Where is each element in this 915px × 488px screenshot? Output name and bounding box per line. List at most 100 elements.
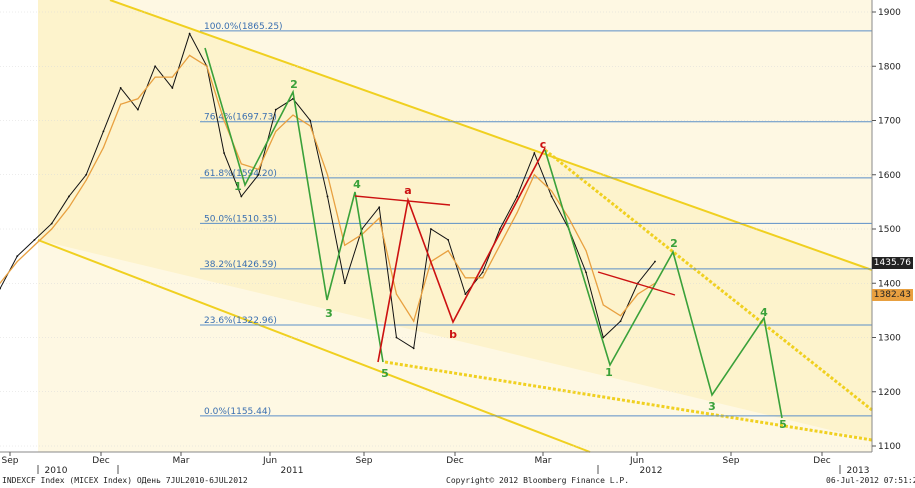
series-0-point-35 [602,336,605,339]
fib-label-4: 38.2%(1426.59) [204,260,277,270]
series-0-point-34 [585,271,587,274]
series-0-point-32 [550,195,553,198]
x-tick-label-3: Jun [262,456,277,466]
wave-label-green-2: 3 [325,307,333,320]
channel-upper-line [109,0,873,271]
series-1-point-26 [447,250,449,252]
wave-label-red-2: c [540,138,547,151]
series-0-point-7 [119,87,122,89]
y-tick-label-6: 1700 [878,117,901,127]
series-1-point-6 [102,147,105,149]
series-1-point-34 [585,250,587,252]
series-0-point-13 [223,152,225,154]
red-trendline-a [354,195,451,206]
series-0-point-18 [309,119,312,122]
series-0-point-16 [274,108,277,111]
series-1-point-15 [257,168,260,170]
fib-label-2: 61.8%(1594.20) [204,169,277,179]
series-0-point-0 [0,287,1,290]
y-tick-label-7: 1800 [878,62,901,72]
series-1-point-30 [516,212,518,214]
series-1-point-10 [171,76,173,78]
wave-label-red-1: b [449,328,457,341]
series-1-point-37 [637,293,639,295]
fib-label-1: 76.4%(1697.73) [204,113,277,123]
x-tick-label-6: Mar [535,456,552,466]
series-0-point-23 [395,336,398,339]
series-1-point-17 [292,114,294,116]
series-0-point-5 [85,173,88,176]
x-tick-label-7: Jun [629,456,644,466]
footer-right: 06-Jul-2012 07:51:21 [826,476,915,485]
axes-layer: 1100 1200 1300 1400 1500 1600 1700 1800 1900 Sep D… [0,0,901,476]
series-1-point-8 [137,98,139,100]
series-0-point-30 [516,195,519,198]
channel-band [38,0,872,440]
series-1-point-27 [464,277,466,279]
series-0-point-4 [68,195,70,198]
y-tick-label-3: 1400 [878,279,901,289]
series-0-point-8 [136,108,139,111]
series-0-point-15 [257,173,260,176]
channel-lower-dotted-line [384,360,873,442]
series-0-point-31 [533,152,536,154]
x-tick-label-4: Sep [356,456,373,466]
last-price-tag: 1435.76 [871,257,913,269]
series-0-point-2 [33,238,36,241]
green-wave-path-2 [544,149,783,419]
series-0-point-3 [50,222,53,225]
series-1-point-23 [395,293,398,295]
series-0-point-14 [240,195,243,198]
series-0-point-10 [171,87,174,89]
y-tick-label-0: 1100 [878,442,901,452]
year-label-1: 2011 [281,466,304,476]
fib-label-6: 0.0%(1155.44) [204,407,271,417]
series-0-point-6 [102,130,105,133]
series-1-point-11 [189,54,191,57]
series-1-point-24 [413,320,415,322]
series-0-point-9 [154,65,157,68]
wave-label-green-7: 3 [708,400,716,413]
series-0-point-38 [654,260,656,263]
series-1-point-28 [482,277,484,279]
footer-left: INDEXCF Index (MICEX Index) ОДень 7JUL20… [2,476,248,485]
series-1-point-16 [275,130,277,132]
x-tick-label-8: Sep [723,456,740,466]
y-tick-label-4: 1500 [878,225,901,235]
y-tick-label-2: 1300 [878,334,901,344]
x-tick-label-1: Dec [92,456,109,466]
footer-center: Copyright© 2012 Bloomberg Finance L.P. [446,476,630,485]
series-1-point-4 [68,206,70,208]
y-tick-label-8: 1900 [878,8,901,18]
x-tick-label-0: Sep [2,456,19,466]
series-layer [0,32,656,350]
series-1-point-13 [223,119,225,122]
wave-layer: 1 2 3 4 5 1 2 3 4 5 a b c [204,47,787,431]
series-0-point-26 [447,238,450,241]
x-tick-label-5: Dec [446,456,463,466]
series-0-point-28 [481,271,484,274]
series-0-point-11 [188,32,191,35]
series-1-point-14 [240,163,242,165]
wave-label-green-3: 4 [353,178,361,191]
series-1-point-22 [378,217,380,219]
series-1-point-36 [619,315,622,317]
year-label-2: 2012 [640,466,663,476]
channel-layer [37,0,873,453]
wave-label-green-9: 5 [779,418,787,431]
series-1-point-3 [51,228,53,230]
series-1-point-19 [326,174,329,176]
series-0-point-20 [343,282,346,285]
x-tick-label-9: Dec [813,456,830,466]
wave-label-green-1: 2 [290,78,298,91]
series-0-point-29 [498,228,501,230]
series-1-point-33 [568,217,570,219]
year-label-0: 2010 [45,466,68,476]
series-0-point-25 [430,228,432,230]
wave-label-green-6: 2 [670,237,678,250]
series-1-point-0 [0,282,1,284]
series-1-point-9 [154,76,156,78]
series-1-point-2 [33,244,36,246]
series-1-point-5 [85,179,87,181]
